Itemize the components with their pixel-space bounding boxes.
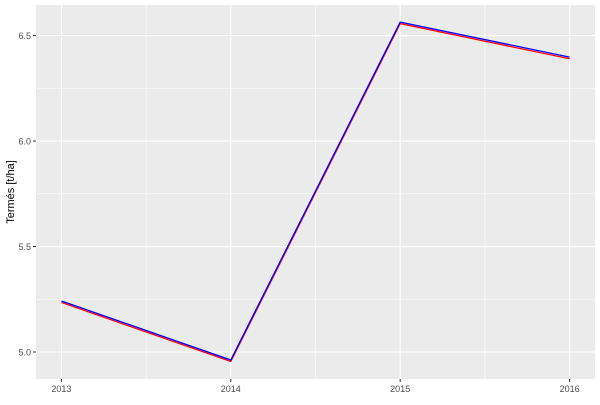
- x-tick-label: 2013: [51, 384, 71, 394]
- y-tick-label: 5.0: [18, 347, 31, 357]
- x-tick-label: 2016: [560, 384, 580, 394]
- y-tick-label: 6.5: [18, 31, 31, 41]
- y-axis-label: Termés [t/ha]: [5, 160, 17, 224]
- x-tick-label: 2015: [390, 384, 410, 394]
- y-tick-label: 6.0: [18, 137, 31, 147]
- y-tick-label: 5.5: [18, 242, 31, 252]
- x-tick-label: 2014: [221, 384, 241, 394]
